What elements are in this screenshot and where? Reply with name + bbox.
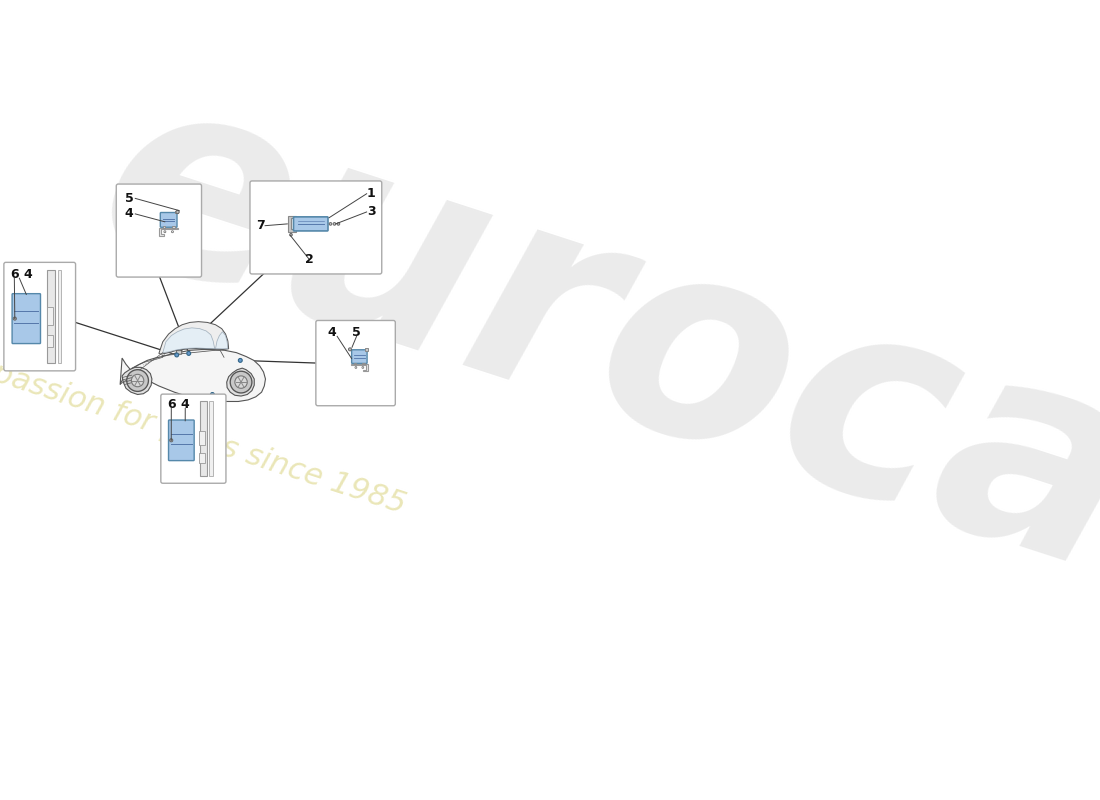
Text: 6: 6 <box>10 268 19 281</box>
FancyBboxPatch shape <box>161 394 226 483</box>
Bar <box>354 362 356 365</box>
Bar <box>57 270 62 363</box>
FancyBboxPatch shape <box>352 350 367 363</box>
Circle shape <box>13 317 16 320</box>
Bar <box>209 402 213 476</box>
Text: 4: 4 <box>124 207 133 220</box>
Bar <box>200 402 207 476</box>
FancyBboxPatch shape <box>12 294 41 343</box>
Bar <box>365 348 369 350</box>
Polygon shape <box>122 367 152 394</box>
Circle shape <box>349 348 352 351</box>
Circle shape <box>210 393 214 397</box>
Circle shape <box>329 222 332 226</box>
FancyBboxPatch shape <box>250 181 382 274</box>
Circle shape <box>239 358 242 362</box>
Text: 4: 4 <box>24 268 33 281</box>
Text: 3: 3 <box>367 206 375 218</box>
Text: 5: 5 <box>352 326 361 339</box>
Text: 2: 2 <box>305 253 314 266</box>
Text: 7: 7 <box>256 219 265 232</box>
Text: 6: 6 <box>167 398 176 411</box>
Bar <box>175 210 178 214</box>
Bar <box>172 226 175 229</box>
Circle shape <box>337 222 340 226</box>
Polygon shape <box>288 216 296 232</box>
Circle shape <box>126 370 148 391</box>
Circle shape <box>230 371 252 393</box>
FancyBboxPatch shape <box>168 420 195 461</box>
Bar <box>199 454 206 463</box>
Bar <box>46 306 53 325</box>
Circle shape <box>362 366 364 368</box>
Circle shape <box>187 351 190 355</box>
Polygon shape <box>160 228 178 236</box>
Circle shape <box>333 222 336 226</box>
Circle shape <box>176 210 179 214</box>
Bar <box>46 334 53 347</box>
Text: eurocars: eurocars <box>69 45 1100 724</box>
Polygon shape <box>351 364 367 371</box>
Polygon shape <box>158 322 229 354</box>
Text: 1: 1 <box>367 187 376 200</box>
FancyBboxPatch shape <box>176 350 182 354</box>
Text: 5: 5 <box>124 192 133 205</box>
FancyBboxPatch shape <box>316 321 395 406</box>
Circle shape <box>172 230 174 233</box>
FancyBboxPatch shape <box>117 184 201 277</box>
FancyBboxPatch shape <box>161 213 177 227</box>
Polygon shape <box>163 328 214 353</box>
Circle shape <box>175 353 178 357</box>
Text: 4: 4 <box>180 398 189 411</box>
Bar <box>47 270 55 363</box>
Bar <box>163 226 165 229</box>
Polygon shape <box>120 350 265 402</box>
Circle shape <box>355 366 356 368</box>
Text: 4: 4 <box>327 326 336 339</box>
FancyBboxPatch shape <box>294 217 328 231</box>
Circle shape <box>164 230 166 233</box>
Bar <box>362 362 365 365</box>
Circle shape <box>169 438 173 442</box>
Circle shape <box>131 374 144 386</box>
Circle shape <box>289 234 293 236</box>
Polygon shape <box>227 368 254 396</box>
Circle shape <box>235 376 248 388</box>
Bar <box>199 430 206 445</box>
FancyBboxPatch shape <box>4 262 76 371</box>
Polygon shape <box>216 332 228 349</box>
Text: a passion for parts since 1985: a passion for parts since 1985 <box>0 350 409 520</box>
